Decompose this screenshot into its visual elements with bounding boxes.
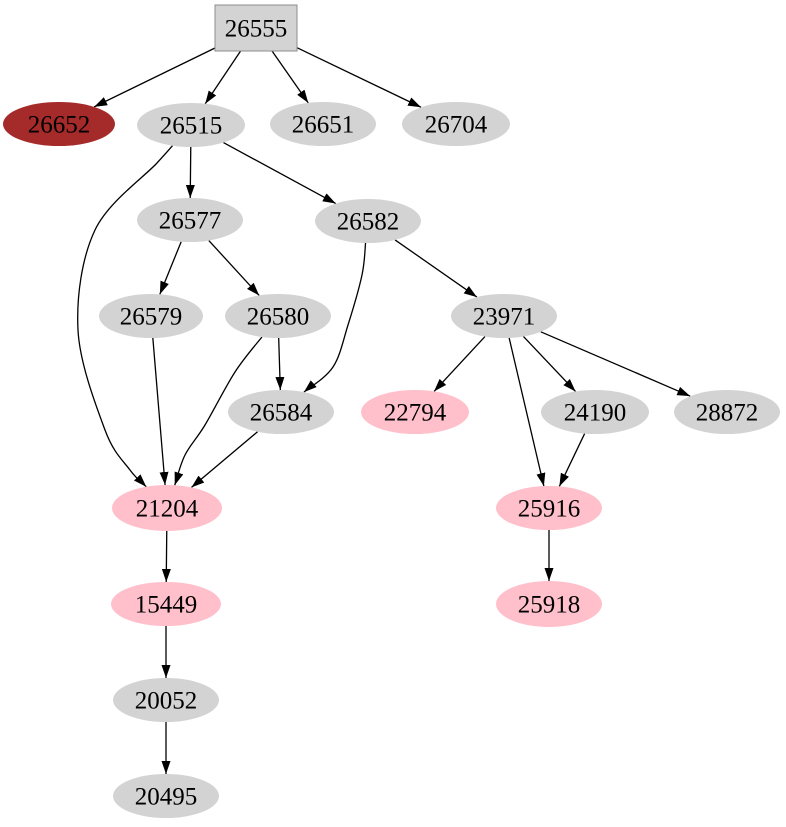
edge-26555-26652 [93, 47, 216, 108]
node-label-26555: 26555 [225, 16, 288, 43]
node-label-26584: 26584 [250, 400, 313, 427]
node-25916: 25916 [496, 486, 602, 530]
node-26584: 26584 [228, 390, 334, 434]
edge-23971-22794 [433, 336, 486, 392]
node-ellipse-26652 [3, 102, 115, 146]
node-ellipse-22794 [361, 390, 469, 434]
node-22794: 22794 [361, 390, 469, 434]
edge-23971-25916 [508, 337, 546, 487]
edge-26555-26704 [296, 47, 422, 108]
node-ellipse-24190 [541, 390, 649, 434]
node-label-22794: 22794 [384, 400, 447, 427]
node-label-26652: 26652 [28, 112, 91, 139]
edge-26515-26582 [223, 142, 337, 205]
node-label-26515: 26515 [160, 113, 223, 140]
node-label-26577: 26577 [159, 208, 222, 235]
node-ellipse-26577 [137, 198, 243, 242]
edge-26515-26577 [185, 146, 195, 199]
edge-26582-26584 [303, 242, 367, 393]
node-26580: 26580 [225, 294, 331, 338]
node-label-26704: 26704 [425, 112, 488, 139]
node-ellipse-26651 [270, 102, 376, 146]
node-21204: 21204 [112, 485, 222, 531]
node-ellipse-26584 [228, 390, 334, 434]
node-26652: 26652 [3, 102, 115, 146]
node-label-24190: 24190 [564, 400, 627, 427]
edge-26577-26580 [208, 240, 260, 296]
node-label-26580: 26580 [247, 304, 310, 331]
node-23971: 23971 [451, 294, 557, 338]
edge-23971-24190 [522, 336, 577, 392]
node-28872: 28872 [674, 390, 780, 434]
nodes-layer: 26555 26652 26515 26651 26704 26577 26582 26579… [3, 4, 780, 818]
node-ellipse-25918 [496, 581, 602, 627]
node-label-20495: 20495 [135, 784, 198, 811]
node-box-26555 [214, 4, 298, 52]
edge-26515-21204 [77, 145, 173, 488]
edge-24190-25916 [558, 433, 586, 487]
node-label-25918: 25918 [518, 592, 581, 619]
node-24190: 24190 [541, 390, 649, 434]
node-26579: 26579 [99, 294, 203, 338]
edge-23971-28872 [540, 331, 691, 397]
node-26577: 26577 [137, 198, 243, 242]
node-label-25916: 25916 [518, 496, 581, 523]
edge-26555-26651 [271, 50, 309, 104]
node-label-26651: 26651 [292, 112, 355, 139]
node-ellipse-26579 [99, 294, 203, 338]
node-15449: 15449 [111, 582, 221, 626]
node-26555: 26555 [214, 4, 298, 52]
node-26704: 26704 [402, 102, 510, 146]
edges-layer [77, 47, 691, 774]
node-label-20052: 20052 [135, 688, 198, 715]
node-20495: 20495 [113, 774, 219, 818]
edge-26584-21204 [191, 431, 258, 488]
edge-26582-23971 [394, 239, 478, 298]
node-ellipse-20495 [113, 774, 219, 818]
edge-26580-26584 [275, 337, 285, 391]
node-ellipse-28872 [674, 390, 780, 434]
node-label-26582: 26582 [337, 209, 400, 236]
node-ellipse-20052 [113, 678, 219, 722]
node-25918: 25918 [496, 581, 602, 627]
node-26651: 26651 [270, 102, 376, 146]
node-label-15449: 15449 [135, 592, 198, 619]
node-ellipse-23971 [451, 294, 557, 338]
node-label-21204: 21204 [136, 496, 199, 523]
node-ellipse-26515 [137, 103, 245, 147]
node-26515: 26515 [137, 103, 245, 147]
node-ellipse-15449 [111, 582, 221, 626]
node-ellipse-21204 [112, 485, 222, 531]
edge-26577-26579 [159, 241, 182, 295]
edge-26555-26515 [204, 50, 242, 105]
node-ellipse-26704 [402, 102, 510, 146]
node-label-26579: 26579 [120, 304, 183, 331]
node-label-28872: 28872 [696, 400, 759, 427]
node-ellipse-26582 [315, 199, 421, 243]
node-20052: 20052 [113, 678, 219, 722]
edge-26580-21204 [174, 336, 263, 486]
node-ellipse-25916 [496, 486, 602, 530]
edge-21204-15449 [161, 530, 171, 583]
node-ellipse-26580 [225, 294, 331, 338]
edge-26579-21204 [152, 337, 169, 486]
node-26582: 26582 [315, 199, 421, 243]
node-label-23971: 23971 [473, 304, 536, 331]
